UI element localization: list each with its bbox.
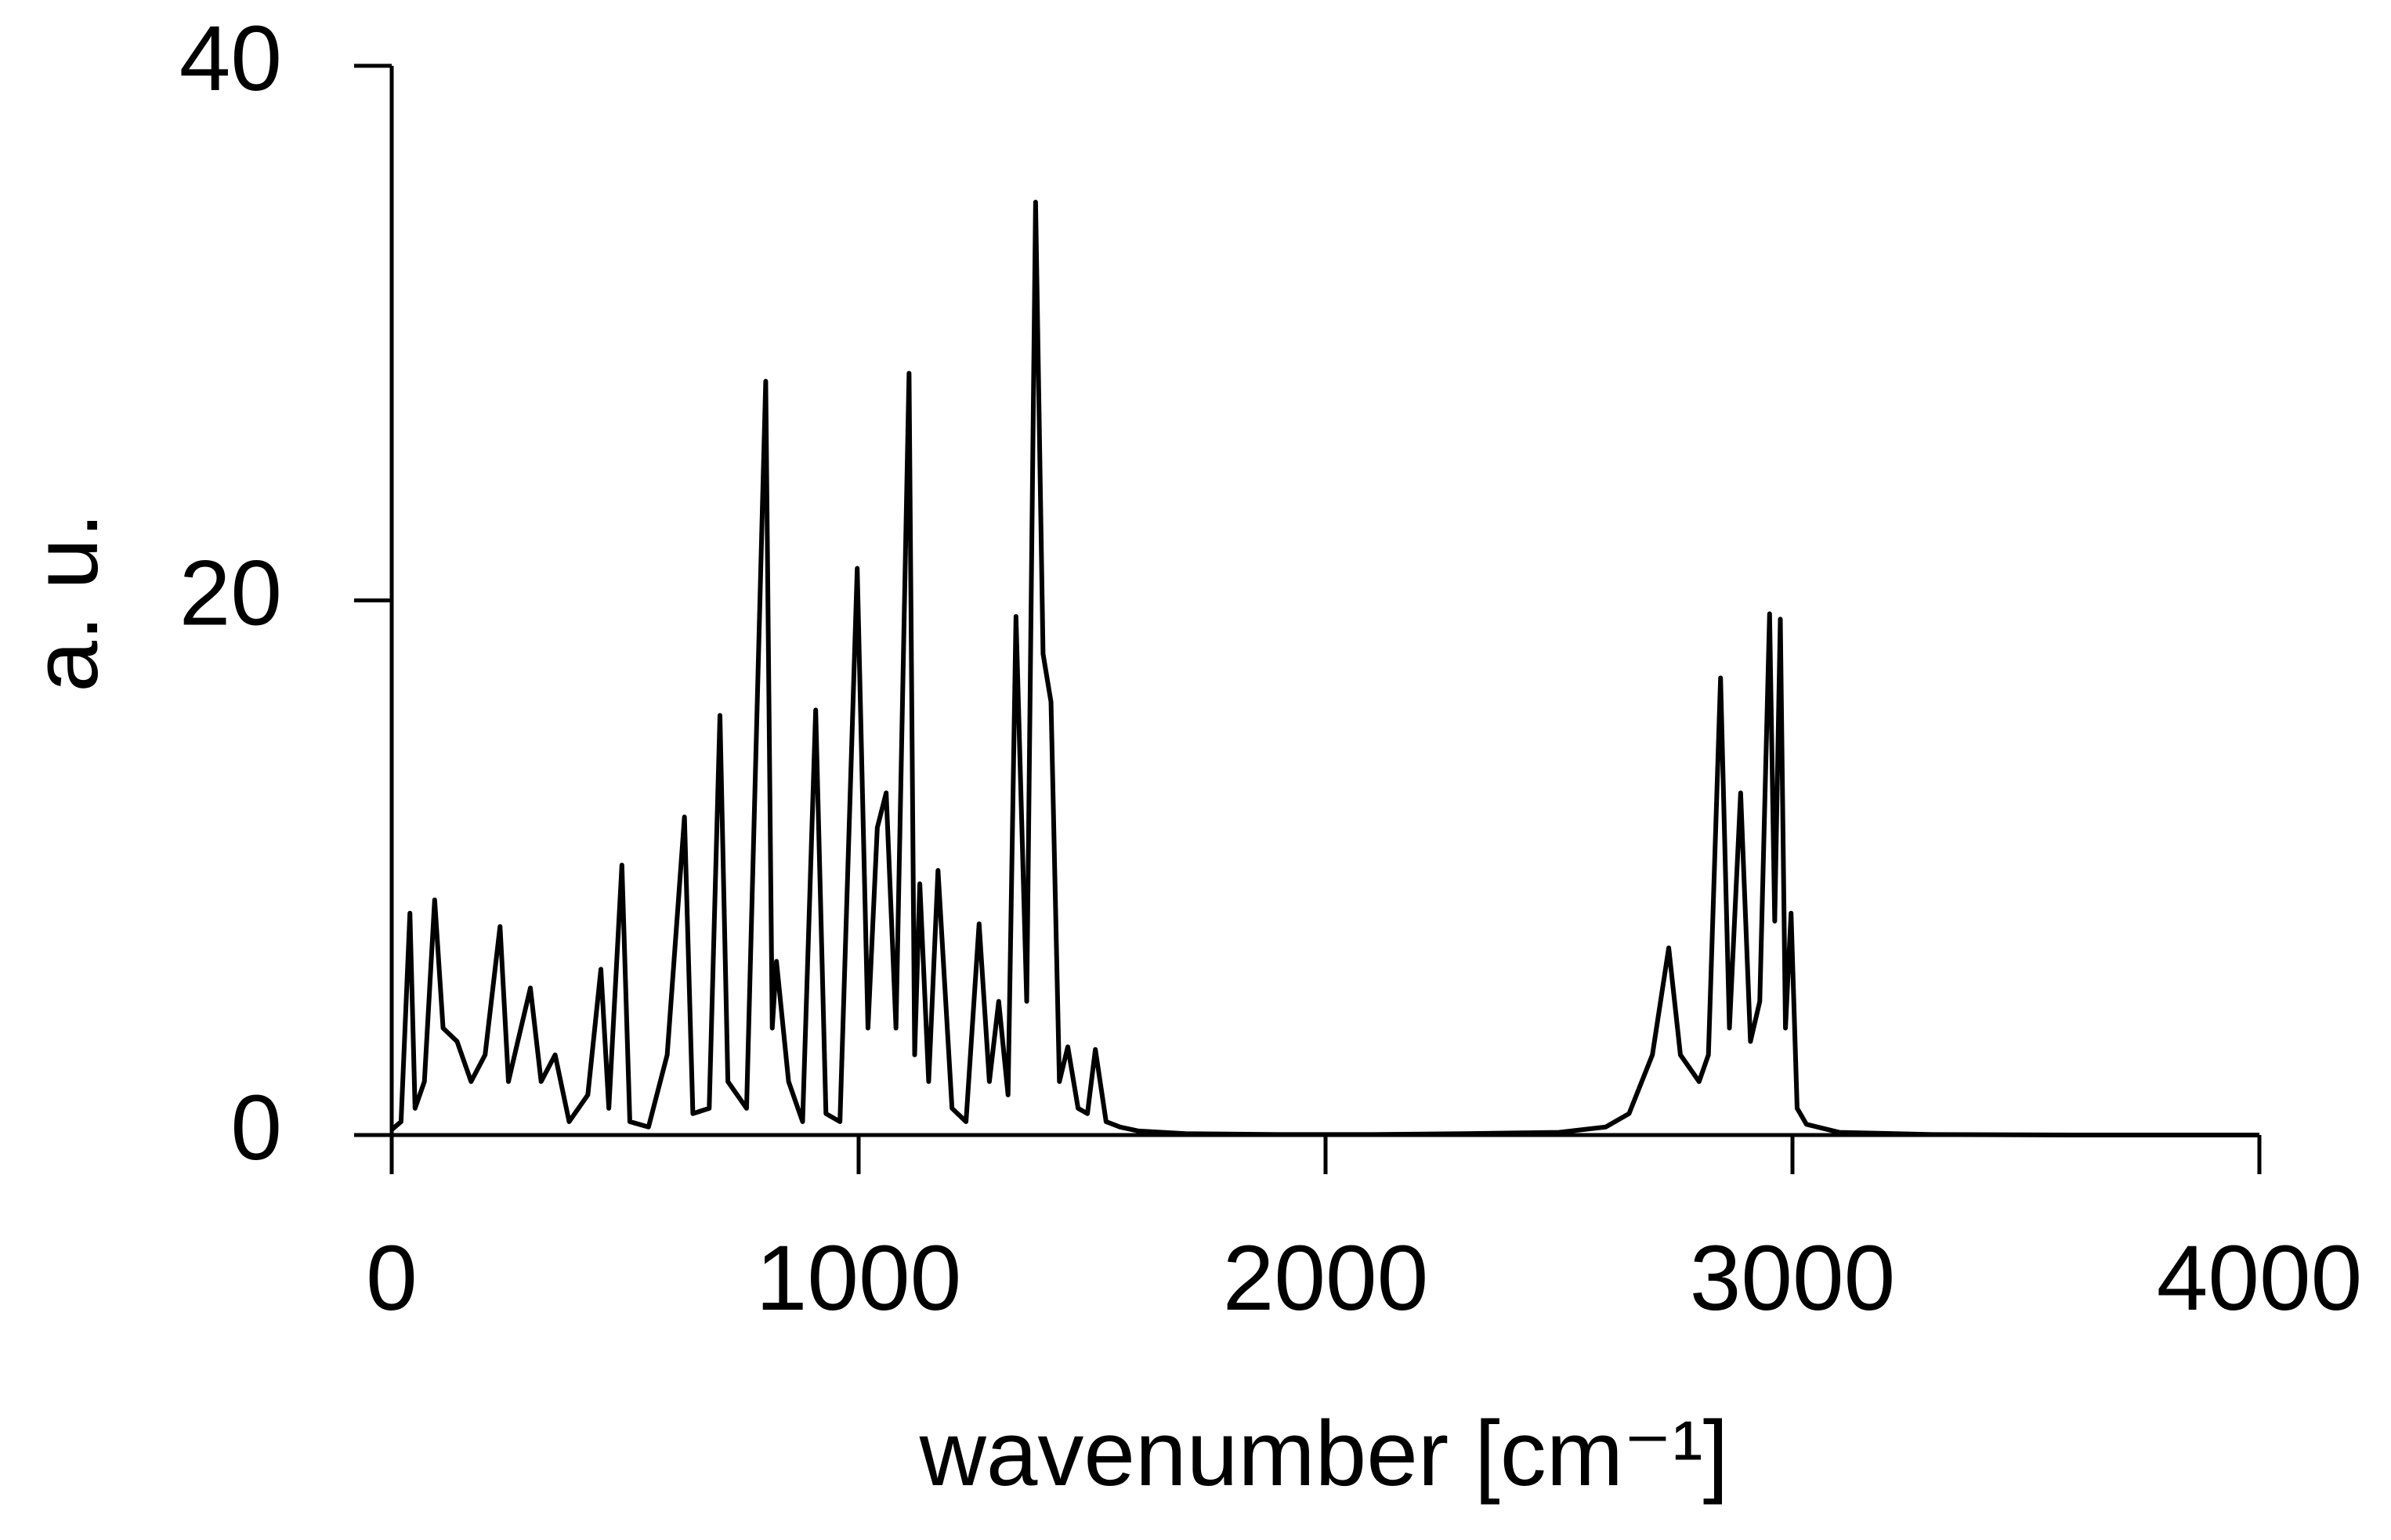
x-tick-label: 1000: [756, 1227, 962, 1330]
x-axis-label: wavenumber [cm⁻¹]: [919, 1402, 1729, 1506]
y-tick-label: 20: [179, 542, 282, 645]
y-axis-label: a. u.: [14, 512, 118, 692]
x-tick-label: 3000: [1690, 1227, 1896, 1330]
y-tick-label: 40: [179, 7, 282, 110]
spectrum-line: [390, 200, 2259, 1137]
x-tick-label: 4000: [2157, 1227, 2363, 1330]
x-tick-label: 0: [366, 1227, 418, 1330]
x-tick-label: 2000: [1223, 1227, 1429, 1330]
y-tick-label: 0: [230, 1076, 282, 1180]
